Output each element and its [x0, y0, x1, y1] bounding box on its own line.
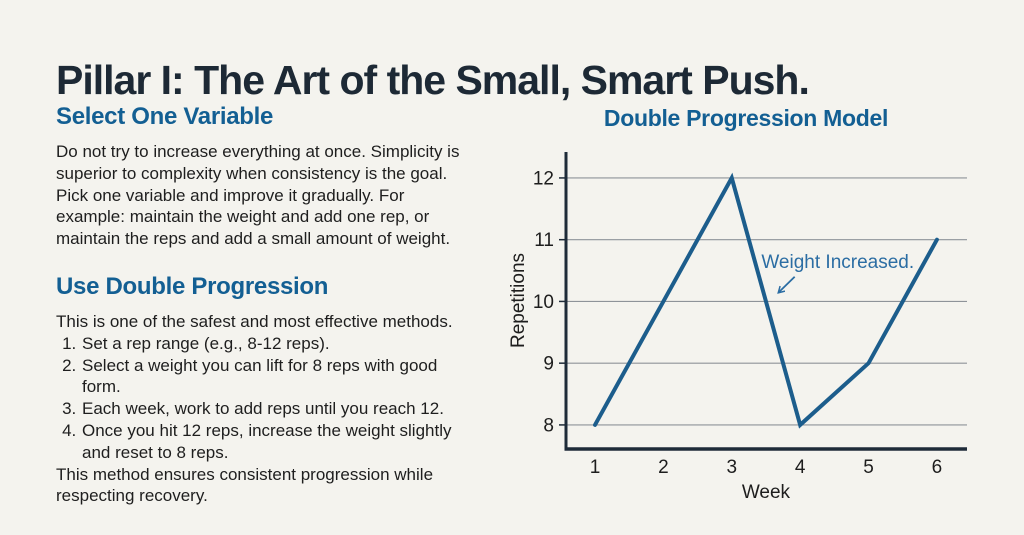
method-list-item-2: Select a weight you can lift for 8 reps … [81, 355, 470, 399]
y-tick-label: 8 [543, 415, 554, 436]
section-body-select-one-variable: Do not try to increase everything at onc… [56, 142, 460, 249]
x-tick-label: 5 [863, 457, 874, 478]
text-column: Select One Variable Do not try to increa… [56, 103, 470, 507]
method-list-item-3: Each week, work to add reps until you re… [81, 398, 470, 420]
method-list: Set a rep range (e.g., 8-12 reps). Selec… [56, 333, 470, 464]
y-tick-label: 12 [533, 168, 554, 189]
page-title: Pillar I: The Art of the Small, Smart Pu… [56, 57, 810, 104]
x-tick-label: 1 [590, 457, 601, 478]
x-tick-label: 3 [726, 457, 737, 478]
x-tick-label: 2 [658, 457, 669, 478]
section-heading-use-double-progression: Use Double Progression [56, 272, 329, 300]
method-outro: This method ensures consistent progressi… [56, 464, 434, 506]
method-intro: This is one of the safest and most effec… [56, 311, 453, 331]
y-tick-label: 11 [534, 230, 554, 251]
chart-title: Double Progression Model [603, 105, 889, 131]
method-list-item-1: Set a rep range (e.g., 8-12 reps). [81, 333, 470, 355]
annotation-arrow [778, 276, 796, 293]
method-list-item-4: Once you hit 12 reps, increase the weigh… [81, 420, 470, 464]
section-use-double-progression: Use Double Progression This is one of th… [56, 273, 470, 507]
y-axis-label: Repetitions [508, 253, 529, 348]
annotation-text: Weight Increased. [761, 252, 914, 273]
progression-line [592, 172, 939, 429]
y-tick-label: 9 [543, 354, 554, 375]
x-tick-label: 4 [795, 457, 806, 478]
x-tick-label: 6 [932, 457, 943, 478]
section-heading-select-one-variable: Select One Variable [56, 103, 274, 130]
x-axis-label: Week [742, 482, 791, 503]
section-select-one-variable: Select One Variable Do not try to increa… [56, 103, 470, 250]
y-tick-label: 10 [533, 292, 554, 313]
